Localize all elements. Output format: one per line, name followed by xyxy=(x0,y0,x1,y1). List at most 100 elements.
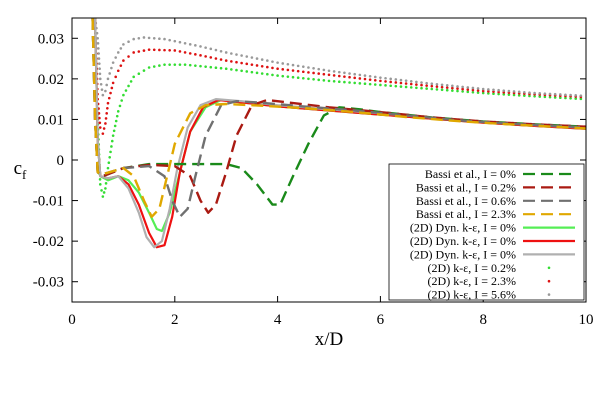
series-10-point xyxy=(97,57,101,60)
series-9-point xyxy=(373,78,377,82)
series-9-point xyxy=(110,86,114,90)
series-10-point xyxy=(512,90,516,93)
series-10-point xyxy=(255,57,259,60)
series-8-point xyxy=(132,75,135,79)
legend-swatch xyxy=(547,279,551,283)
legend-label: (2D) Dyn. k-ε, I = 0% xyxy=(410,221,516,235)
series-8-point xyxy=(409,86,413,89)
series-10-point xyxy=(183,41,187,45)
series-10-point xyxy=(445,84,449,87)
series-9-point xyxy=(451,86,454,90)
series-9-point xyxy=(107,96,111,100)
series-8-point xyxy=(104,187,107,190)
series-8-point xyxy=(110,139,114,143)
x-tick-label: 2 xyxy=(171,312,179,328)
series-8-point xyxy=(348,81,351,84)
series-10-point xyxy=(98,67,101,71)
series-8-point xyxy=(302,76,305,80)
series-8-point xyxy=(255,71,259,75)
series-10-point xyxy=(373,75,377,79)
legend-swatch xyxy=(547,293,551,296)
series-9-point xyxy=(435,85,439,88)
series-9-point xyxy=(104,122,107,125)
series-8-point xyxy=(435,88,439,91)
series-9-point xyxy=(230,60,233,63)
series-8-point xyxy=(579,97,583,101)
series-10-point xyxy=(96,42,100,45)
series-8-point xyxy=(219,66,223,70)
series-10-point xyxy=(533,91,536,95)
series-10-point xyxy=(199,45,202,48)
series-8-point xyxy=(209,65,213,69)
series-10-point xyxy=(497,88,500,92)
series-10-point xyxy=(456,85,459,88)
series-10-point xyxy=(389,77,392,81)
series-8-point xyxy=(107,161,111,165)
series-9-point xyxy=(116,69,120,73)
series-8-point xyxy=(471,90,475,94)
series-8-point xyxy=(574,97,578,100)
series-9-point xyxy=(409,82,413,86)
series-10-point xyxy=(105,83,108,87)
series-9-point xyxy=(307,71,310,74)
series-9-point xyxy=(394,81,398,84)
series-8-point xyxy=(363,82,367,86)
series-8-point xyxy=(199,64,202,68)
series-9-point xyxy=(224,59,228,62)
series-8-point xyxy=(111,134,115,137)
series-8-point xyxy=(569,96,572,100)
series-10-point xyxy=(559,93,562,96)
series-10-point xyxy=(332,70,336,73)
series-9-point xyxy=(368,78,372,81)
series-8-point xyxy=(127,84,130,88)
series-9-point xyxy=(337,74,341,78)
series-8-point xyxy=(100,189,103,192)
legend-label: (2D) k-ε, I = 0.2% xyxy=(428,261,516,275)
series-8-point xyxy=(120,99,123,102)
series-9-point xyxy=(415,83,418,86)
series-10-point xyxy=(224,51,228,54)
series-9-point xyxy=(286,68,290,72)
series-9-point xyxy=(456,87,459,90)
series-10-point xyxy=(337,70,341,74)
series-9-point xyxy=(399,81,403,85)
series-9-point xyxy=(132,51,135,54)
series-9-point xyxy=(204,55,207,58)
series-8-point xyxy=(481,91,485,95)
series-9-point xyxy=(343,75,346,78)
series-9-point xyxy=(466,88,470,91)
series-10-point xyxy=(173,39,177,43)
series-8-point xyxy=(101,195,105,198)
series-9-point xyxy=(199,54,202,57)
legend-label: Bassi et al., I = 2.3% xyxy=(416,207,516,221)
series-10-point xyxy=(296,64,300,68)
series-8-point xyxy=(271,73,274,77)
legend-label: Bassi et al., I = 0.6% xyxy=(416,194,516,208)
series-9-point xyxy=(188,52,192,55)
y-tick-label: 0 xyxy=(57,153,65,169)
series-9-point xyxy=(147,48,151,51)
series-8-point xyxy=(109,150,112,154)
series-10-point xyxy=(104,89,107,93)
series-10-point xyxy=(548,92,552,96)
series-9-points xyxy=(93,18,583,135)
series-10-point xyxy=(440,83,444,87)
series-9-point xyxy=(152,48,156,52)
series-10-point xyxy=(538,92,542,95)
series-8-point xyxy=(113,124,117,128)
series-8-point xyxy=(564,96,567,100)
series-9-point xyxy=(122,59,125,62)
series-9-point xyxy=(471,88,475,92)
series-10-point xyxy=(312,67,315,70)
series-8-point xyxy=(142,69,146,72)
series-8-point xyxy=(322,79,326,82)
series-8-point xyxy=(124,89,128,92)
y-tick-label: 0.02 xyxy=(38,72,64,88)
series-8-point xyxy=(110,145,113,148)
data-series xyxy=(91,18,586,249)
series-9-point xyxy=(317,72,321,75)
series-9-point xyxy=(255,64,259,67)
series-10-point xyxy=(307,66,310,69)
series-10-point xyxy=(353,72,357,76)
